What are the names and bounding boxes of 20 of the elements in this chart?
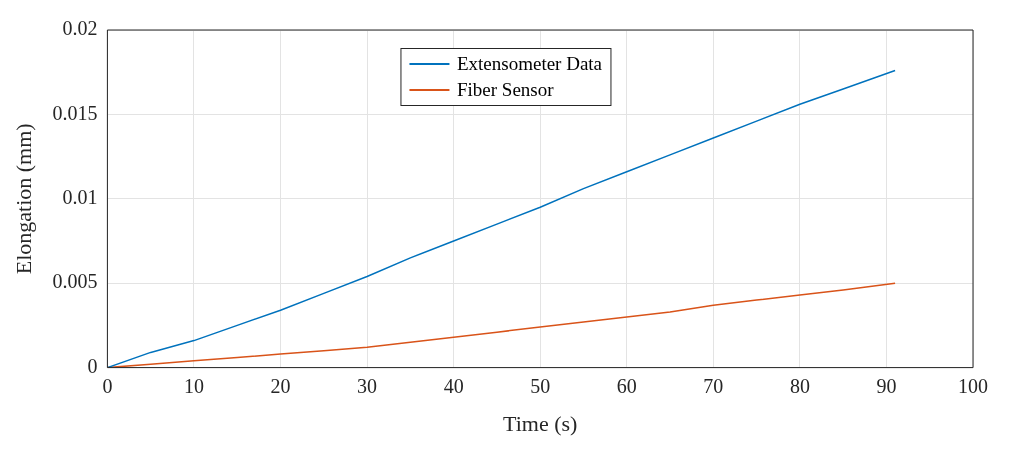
y-tick-label: 0.015	[52, 101, 98, 124]
legend-label: Fiber Sensor	[456, 78, 554, 102]
y-tick-label: 0.005	[52, 270, 98, 293]
x-tick-label: 90	[876, 374, 897, 397]
y-axis-title: Elongation (mm)	[10, 123, 36, 275]
x-tick-label: 80	[789, 374, 810, 397]
y-tick-label: 0.01	[62, 186, 98, 209]
x-tick-label: 60	[616, 374, 637, 397]
x-tick-label: 30	[357, 374, 378, 397]
x-tick-label: 20	[270, 374, 291, 397]
x-tick-label: 10	[183, 374, 204, 397]
legend-label: Extensometer Data	[456, 52, 603, 76]
x-tick-label: 0	[102, 374, 113, 397]
x-axis-title: Time (s)	[503, 410, 578, 436]
x-tick-label: 70	[703, 374, 724, 397]
y-tick-label: 0.02	[62, 17, 98, 40]
y-tick-label: 0	[87, 354, 98, 377]
x-tick-label: 40	[443, 374, 464, 397]
x-tick-label: 50	[530, 374, 551, 397]
x-tick-label: 100	[958, 374, 988, 397]
